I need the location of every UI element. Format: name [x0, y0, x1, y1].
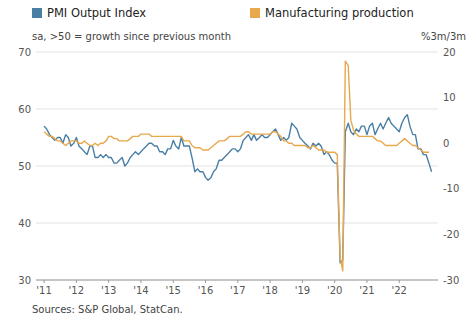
x-tick-label: '21 — [359, 285, 374, 296]
y2-tick-label: -10 — [443, 183, 459, 194]
background — [0, 0, 474, 321]
y2-tick-label: 10 — [443, 92, 456, 103]
grid-line — [36, 166, 438, 167]
x-axis-line — [36, 280, 438, 281]
grid-line — [36, 223, 438, 224]
y2-tick-label: 20 — [443, 47, 456, 58]
x-tick-label: '16 — [198, 285, 213, 296]
grid-line — [36, 280, 438, 281]
chart: 30 40 50 60 70 -30 -20 -10 0 10 20 '11 '12 '13 '14 '15 '… — [0, 0, 474, 321]
x-tick-label: '12 — [69, 285, 84, 296]
grid — [36, 52, 438, 280]
x-tick-label: '18 — [262, 285, 277, 296]
x-tick-label: '15 — [165, 285, 180, 296]
y-tick-label: 60 — [18, 104, 31, 115]
y2-tick-label: -20 — [443, 229, 459, 240]
y2-tick-label: -30 — [443, 275, 459, 286]
y2-tick-label: 0 — [443, 138, 449, 149]
series-lines — [44, 61, 431, 271]
legend-label: Manufacturing production — [265, 6, 414, 20]
legend-label: PMI Output Index — [47, 6, 146, 20]
grid-line — [36, 109, 438, 110]
legend: PMI Output Index Manufacturing production — [32, 6, 414, 20]
y-tick-label: 50 — [18, 161, 31, 172]
y-tick-label: 70 — [18, 47, 31, 58]
source: Sources: S&P Global, StatCan. — [32, 304, 183, 315]
x-tick-label: '19 — [295, 285, 310, 296]
x-tick-label: '22 — [392, 285, 407, 296]
y-tick-label: 40 — [18, 218, 31, 229]
y-axis-label: sa, >50 = growth since previous month — [32, 31, 231, 42]
x-tick-label: '20 — [327, 285, 342, 296]
axes: 30 40 50 60 70 -30 -20 -10 0 10 20 '11 '12 '13 '14 '15 '… — [18, 47, 459, 297]
y-tick-label: 30 — [18, 275, 31, 286]
x-tick-label: '17 — [230, 285, 245, 296]
legend-swatch — [250, 8, 260, 18]
series-line — [44, 61, 429, 271]
y2-axis-label: %3m/3m — [421, 31, 466, 42]
x-tick-label: '11 — [36, 285, 51, 296]
grid-line — [36, 52, 438, 53]
legend-swatch — [32, 8, 42, 18]
x-tick-label: '14 — [133, 285, 148, 296]
x-tick-label: '13 — [101, 285, 116, 296]
